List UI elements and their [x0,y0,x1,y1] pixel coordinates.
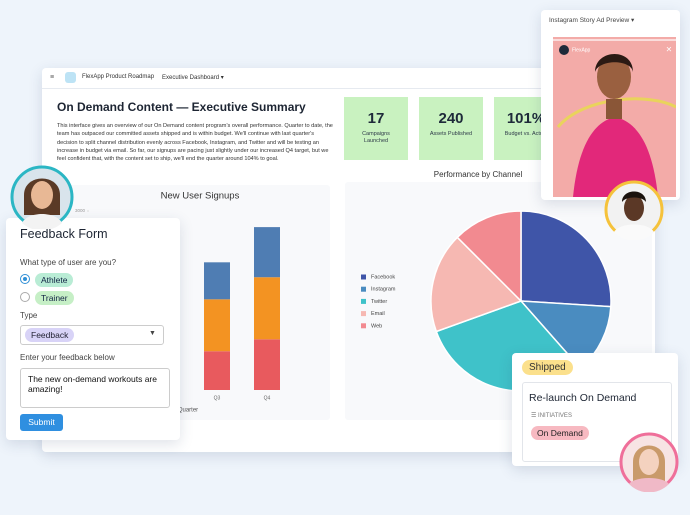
type-label: Type [20,311,38,320]
summary-title: On Demand Content — Executive Summary [57,100,306,114]
x-tick-label: Q4 [264,395,271,401]
submit-button[interactable]: Submit [20,414,63,431]
bar-segment [254,339,280,390]
bar-segment [204,299,230,352]
pie-slice [520,210,612,308]
story-ad-title-text: Instagram Story Ad Preview [549,17,630,24]
menu-icon[interactable]: ≡ [50,74,55,81]
feedback-textarea[interactable]: The new on-demand workouts are amazing! [20,368,170,408]
legend-swatch [361,286,366,292]
story-photo: FlexApp × [553,37,676,197]
kpi-label: Campaigns Launched [362,131,390,144]
bar-segment [254,227,280,278]
kpi-tile: 17 Campaigns Launched [344,97,408,160]
story-account: FlexApp [572,47,591,53]
status-pill: Shipped [522,360,573,375]
legend-swatch [361,274,366,280]
legend-label: Instagram [371,287,396,293]
field-label: ☰ INITIATIVES [531,413,572,419]
chart-title: New User Signups [161,191,240,202]
view-label[interactable]: Executive Dashboard [162,75,220,81]
legend-label: Twitter [371,299,387,305]
y-tick-label: 3000 [75,208,86,213]
initiative-title: Re-launch On Demand [529,392,637,404]
bar-segment [204,351,230,390]
top-bar [42,68,655,89]
option-athlete[interactable]: Athlete [35,273,74,287]
option-trainer[interactable]: Trainer [35,291,74,305]
legend-label: Email [371,311,385,317]
legend-label: Web [371,323,382,329]
radio[interactable] [20,292,30,302]
pie-slice [430,236,523,333]
kpi-tile: 240 Assets Published [419,97,483,160]
bar-segment [254,277,280,340]
kpi-label: Assets Published [429,131,473,137]
close-icon[interactable]: × [666,45,672,56]
type-select[interactable] [20,325,164,345]
x-axis-label: Quarter [178,408,198,414]
x-tick-label: Q3 [214,395,221,401]
form-title: Feedback Form [20,227,108,241]
legend-label: Facebook [371,274,395,280]
type-value[interactable]: Feedback [25,328,75,342]
kpi-label: Budget vs. Actual [504,131,548,137]
legend-swatch [361,298,366,304]
feedback-form: Feedback Form What type of user are you?… [6,218,180,440]
story-ad-card: Instagram Story Ad Preview ▾ FlexApp × [541,10,680,200]
legend-swatch [361,323,366,329]
story-ad-title: Instagram Story Ad Preview ▾ [549,17,635,24]
initiative-inner [522,382,672,462]
view-name[interactable]: Executive Dashboard ▾ [162,75,224,81]
radio-selected[interactable] [20,274,30,284]
feedback-label: Enter your feedback below [20,353,115,362]
legend-swatch [361,311,366,317]
bar-segment [204,262,230,300]
field-label-text: INITIATIVES [538,413,572,419]
kpi-value: 17 [367,110,385,127]
question: What type of user are you? [20,258,117,267]
chart-title: Performance by Channel [434,170,523,179]
kpi-value: 101% [506,110,546,127]
select-arrow[interactable]: ▼ [149,330,156,337]
app-icon [65,72,76,83]
app-name[interactable]: FlexApp Product Roadmap [82,74,155,80]
summary-body: This interface gives an overview of our … [57,123,333,163]
avatar [604,180,664,240]
kpi-value: 240 [438,110,464,127]
avatar [619,432,679,492]
avatar [10,165,74,229]
initiative-tag: On Demand [531,426,589,440]
pie-slice [456,210,522,303]
